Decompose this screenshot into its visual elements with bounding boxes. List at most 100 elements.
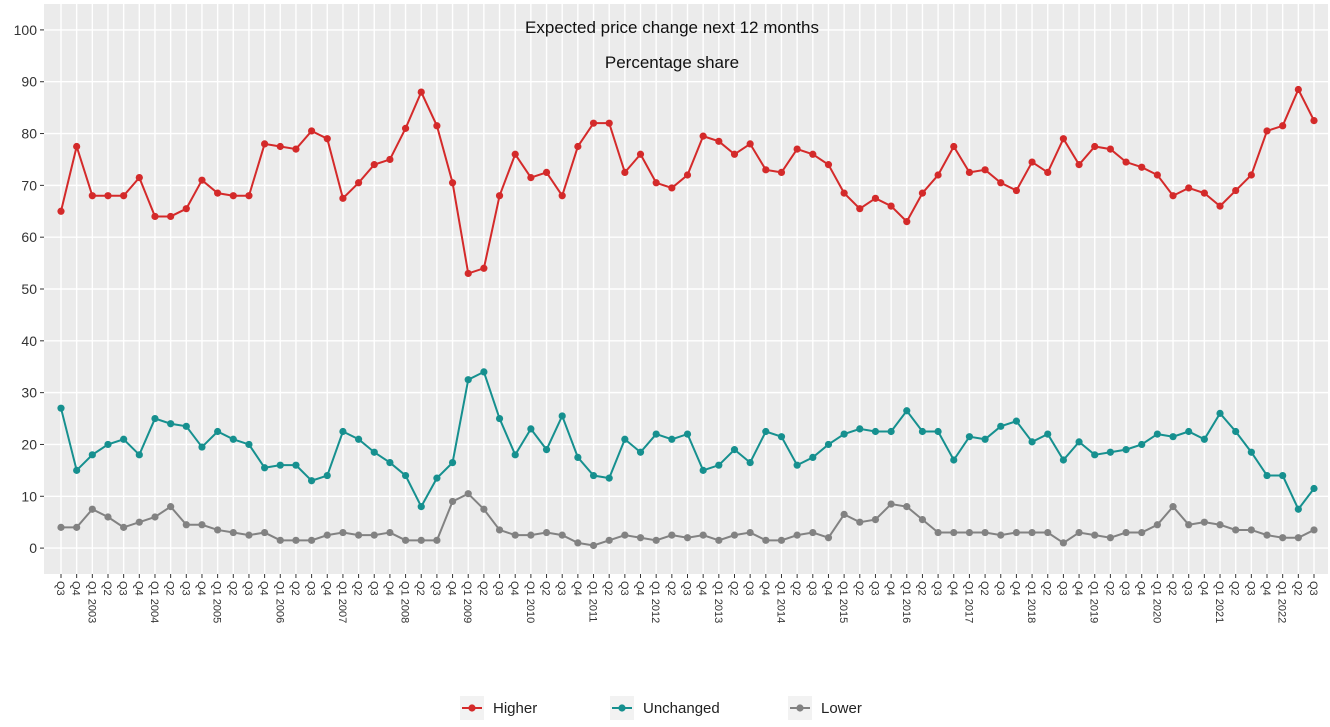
- point: [182, 521, 190, 529]
- x-tick-label: Q4: [1260, 581, 1272, 596]
- point: [464, 490, 472, 498]
- point: [965, 433, 974, 441]
- point: [261, 464, 269, 472]
- y-tick-label: 10: [21, 488, 37, 504]
- point: [339, 194, 347, 202]
- point: [981, 435, 989, 443]
- legend-label: Higher: [493, 700, 537, 717]
- point: [292, 145, 300, 153]
- x-tick-label: Q2: [665, 581, 677, 596]
- point: [1059, 135, 1067, 143]
- point: [683, 534, 692, 542]
- point: [323, 531, 331, 539]
- point: [198, 521, 206, 529]
- point: [1294, 505, 1302, 513]
- point: [1091, 531, 1099, 539]
- point: [715, 461, 723, 469]
- point: [1169, 503, 1177, 511]
- point: [308, 127, 316, 135]
- x-tick-label: Q3: [555, 581, 567, 596]
- legend-label: Lower: [821, 700, 862, 717]
- x-tick-label: Q3: [179, 581, 191, 596]
- point: [1153, 171, 1161, 179]
- point: [308, 477, 316, 485]
- point: [511, 150, 519, 158]
- point: [934, 427, 942, 436]
- point: [824, 534, 833, 542]
- x-tick-label: Q3: [1244, 581, 1256, 596]
- point: [965, 528, 974, 537]
- x-tick-label: Q4: [1197, 581, 1209, 596]
- point: [182, 422, 190, 430]
- point: [918, 427, 927, 436]
- point: [903, 407, 911, 415]
- point: [652, 179, 660, 187]
- point: [73, 142, 81, 151]
- point: [871, 194, 880, 202]
- point: [871, 515, 880, 524]
- point: [511, 451, 519, 459]
- point: [730, 531, 739, 539]
- point: [1106, 534, 1114, 542]
- point: [73, 466, 81, 474]
- point: [73, 523, 81, 531]
- point: [167, 503, 175, 511]
- point: [668, 184, 676, 192]
- point: [1247, 448, 1255, 456]
- x-tick-label: Q1 2020: [1150, 581, 1162, 623]
- x-tick-label: Q2: [915, 581, 927, 596]
- point: [229, 528, 237, 537]
- point: [981, 166, 989, 174]
- point: [950, 142, 958, 151]
- x-tick-label: Q3: [1182, 581, 1194, 596]
- x-tick-label: Q1 2021: [1213, 581, 1225, 623]
- x-tick-label: Q2: [1041, 581, 1053, 596]
- y-tick-label: 70: [21, 177, 37, 193]
- point: [1263, 471, 1271, 480]
- x-tick-label: Q2: [1103, 581, 1115, 596]
- point: [1153, 521, 1161, 529]
- point: [558, 192, 566, 200]
- x-tick-label: Q2: [352, 581, 364, 596]
- x-tick-label: Q4: [446, 581, 458, 596]
- point: [464, 269, 472, 278]
- point: [1279, 534, 1287, 542]
- point: [386, 458, 394, 467]
- point: [1153, 430, 1161, 438]
- point: [323, 135, 331, 143]
- y-tick-label: 80: [21, 126, 37, 142]
- point: [856, 518, 864, 526]
- point: [417, 503, 425, 511]
- point: [1122, 158, 1130, 166]
- point: [386, 528, 394, 537]
- point: [871, 427, 880, 436]
- x-tick-label: Q2: [164, 581, 176, 596]
- point: [495, 526, 504, 534]
- point: [57, 404, 65, 412]
- point: [386, 155, 394, 164]
- point: [57, 207, 65, 215]
- y-tick-label: 0: [29, 540, 37, 556]
- x-tick-label: Q4: [320, 581, 332, 596]
- point: [997, 179, 1005, 187]
- point: [668, 531, 676, 539]
- point: [339, 427, 347, 436]
- x-tick-label: Q3: [1119, 581, 1131, 596]
- point: [433, 122, 441, 130]
- point: [433, 536, 441, 544]
- point: [1216, 409, 1224, 417]
- point: [730, 150, 739, 158]
- point: [809, 528, 817, 537]
- point: [746, 140, 754, 148]
- x-tick-label: Q4: [258, 581, 270, 596]
- x-tick-label: Q1 2016: [900, 581, 912, 623]
- x-tick-label: Q1 2010: [524, 581, 536, 623]
- y-tick-label: 90: [21, 74, 37, 90]
- legend-point: [468, 704, 476, 712]
- point: [793, 531, 801, 539]
- point: [1138, 163, 1146, 171]
- point: [1059, 456, 1067, 464]
- point: [683, 430, 692, 438]
- point: [464, 376, 472, 384]
